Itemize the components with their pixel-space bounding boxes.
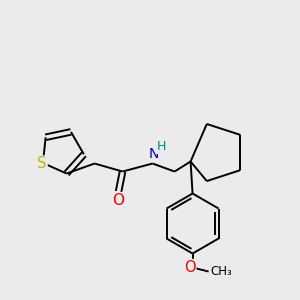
Text: O: O [184, 260, 195, 275]
Text: N: N [148, 146, 159, 161]
Text: O: O [112, 193, 124, 208]
Text: S: S [37, 157, 46, 172]
Text: H: H [157, 140, 166, 153]
Text: CH₃: CH₃ [211, 265, 232, 278]
